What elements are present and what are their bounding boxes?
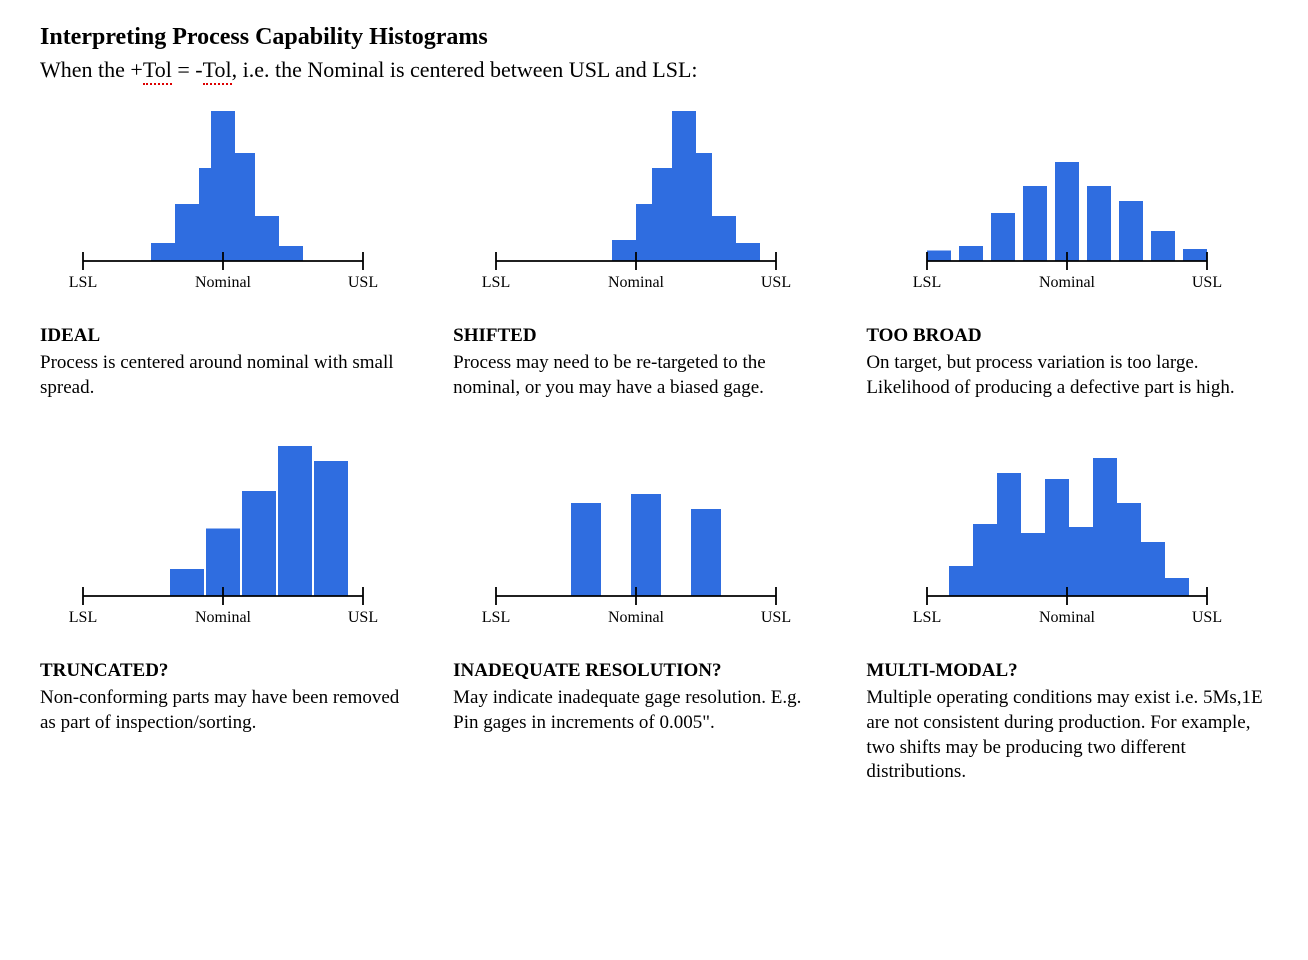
panel-shifted: LSL Nominal USL SHIFTED Process may need to …: [453, 101, 818, 400]
panel-body-shifted: Process may need to be re-targeted to th…: [453, 351, 818, 400]
subtitle-pre: When the +: [40, 57, 143, 82]
panel-title-ideal: IDEAL: [40, 325, 405, 347]
bar: [175, 204, 199, 261]
bar: [255, 216, 279, 261]
panel-truncated: LSL Nominal USL TRUNCATED? Non-conforming pa…: [40, 436, 405, 785]
bar: [278, 446, 312, 596]
bar: [1087, 186, 1111, 261]
panel-ideal: LSL Nominal USL IDEAL Process is centered ar…: [40, 101, 405, 400]
bar: [691, 509, 721, 596]
subtitle-post: , i.e. the Nominal is centered between U…: [232, 57, 698, 82]
panel-body-inadequate-resolution: May indicate inadequate gage resolution.…: [453, 686, 818, 735]
bar: [151, 243, 175, 261]
bar: [997, 473, 1021, 596]
bar: [1183, 249, 1207, 261]
page-title: Interpreting Process Capability Histogra…: [40, 24, 1268, 51]
histogram-too-broad: LSL Nominal USL: [907, 101, 1227, 301]
histogram-inadequate-resolution: LSL Nominal USL: [476, 436, 796, 636]
bar: [206, 529, 240, 597]
bar: [242, 491, 276, 596]
usl-label: USL: [347, 609, 377, 626]
nominal-label: Nominal: [195, 609, 252, 626]
panel-too-broad: LSL Nominal USL TOO BROAD On target, but pro…: [866, 101, 1268, 400]
lsl-label: LSL: [482, 274, 510, 291]
bar: [1117, 503, 1141, 596]
panel-body-truncated: Non-conforming parts may have been remov…: [40, 686, 405, 735]
bar: [1023, 186, 1047, 261]
panel-body-too-broad: On target, but process variation is too …: [866, 351, 1268, 400]
bar: [1151, 231, 1175, 261]
bar: [736, 243, 760, 261]
panel-title-multi-modal: MULTI-MODAL?: [866, 660, 1268, 682]
page-subtitle: When the +Tol = -Tol, i.e. the Nominal i…: [40, 57, 1268, 83]
tol-underline-1: Tol: [143, 57, 172, 85]
bar: [1021, 533, 1045, 596]
bar: [631, 494, 661, 596]
bar: [612, 240, 636, 261]
bar: [959, 246, 983, 261]
usl-label: USL: [1192, 274, 1222, 291]
bar: [571, 503, 601, 596]
bar: [949, 566, 973, 596]
bar: [1165, 578, 1189, 596]
histogram-shifted: LSL Nominal USL: [476, 101, 796, 301]
bar: [1141, 542, 1165, 596]
nominal-label: Nominal: [1039, 274, 1096, 291]
panel-title-inadequate-resolution: INADEQUATE RESOLUTION?: [453, 660, 818, 682]
nominal-label: Nominal: [195, 274, 252, 291]
usl-label: USL: [1192, 609, 1222, 626]
bar: [1069, 527, 1093, 596]
bar: [231, 153, 255, 261]
panel-title-too-broad: TOO BROAD: [866, 325, 1268, 347]
bar: [1055, 162, 1079, 261]
bar: [1045, 479, 1069, 596]
usl-label: USL: [347, 274, 377, 291]
nominal-label: Nominal: [608, 274, 665, 291]
bar: [688, 153, 712, 261]
bar: [991, 213, 1015, 261]
panel-inadequate-resolution: LSL Nominal USL INADEQUATE RESOLUTION? May i…: [453, 436, 818, 785]
panel-title-shifted: SHIFTED: [453, 325, 818, 347]
panel-title-truncated: TRUNCATED?: [40, 660, 405, 682]
histogram-truncated: LSL Nominal USL: [63, 436, 383, 636]
bar: [1093, 458, 1117, 596]
subtitle-mid: = -: [172, 57, 203, 82]
lsl-label: LSL: [482, 609, 510, 626]
usl-label: USL: [761, 609, 791, 626]
nominal-label: Nominal: [608, 609, 665, 626]
panel-body-multi-modal: Multiple operating conditions may exist …: [866, 686, 1268, 785]
bar: [712, 216, 736, 261]
lsl-label: LSL: [913, 274, 941, 291]
lsl-label: LSL: [68, 274, 96, 291]
histogram-grid: LSL Nominal USL IDEAL Process is centered ar…: [40, 101, 1268, 785]
panel-multi-modal: LSL Nominal USL MULTI-MODAL? Multiple operat…: [866, 436, 1268, 785]
nominal-label: Nominal: [1039, 609, 1096, 626]
panel-body-ideal: Process is centered around nominal with …: [40, 351, 405, 400]
lsl-label: LSL: [68, 609, 96, 626]
bar: [314, 461, 348, 596]
bar: [927, 251, 951, 262]
histogram-multi-modal: LSL Nominal USL: [907, 436, 1227, 636]
lsl-label: LSL: [913, 609, 941, 626]
bar: [279, 246, 303, 261]
usl-label: USL: [761, 274, 791, 291]
tol-underline-2: Tol: [203, 57, 232, 85]
histogram-ideal: LSL Nominal USL: [63, 101, 383, 301]
bar: [170, 569, 204, 596]
bar: [973, 524, 997, 596]
bar: [1119, 201, 1143, 261]
